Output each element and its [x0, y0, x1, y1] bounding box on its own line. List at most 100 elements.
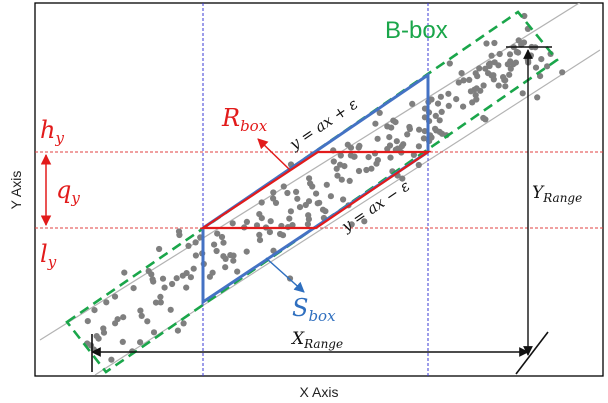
- scatter-point: [365, 154, 372, 161]
- scatter-point: [445, 102, 452, 109]
- scatter-point: [190, 265, 197, 272]
- scatter-point: [346, 177, 353, 184]
- scatter-point: [506, 51, 514, 58]
- scatter-point: [214, 230, 221, 237]
- scatter-point: [559, 69, 566, 76]
- scatter-point: [319, 206, 327, 213]
- scatter-point: [350, 153, 358, 160]
- scatter-point: [144, 318, 151, 325]
- scatter-point: [314, 200, 321, 207]
- scatter-point: [373, 160, 380, 167]
- scatter-point: [544, 63, 551, 70]
- scatter-point: [432, 125, 439, 132]
- scatter-point: [472, 70, 479, 77]
- scatter-point: [121, 269, 128, 276]
- upper-diagonal-line: [39, 3, 581, 341]
- scatter-point: [334, 172, 341, 179]
- scatter-point: [460, 103, 467, 110]
- rbox-label: Rbox: [221, 104, 268, 135]
- scatter-point: [157, 299, 164, 306]
- scatter-point: [384, 123, 391, 130]
- scatter-point: [305, 212, 312, 219]
- scatter-point: [180, 320, 187, 327]
- scatter-point: [436, 117, 443, 124]
- scatter-point: [432, 112, 439, 119]
- scatter-point: [376, 109, 383, 116]
- scatter-point: [179, 272, 186, 279]
- scatter-point: [337, 152, 344, 159]
- scatter-point: [438, 108, 445, 115]
- scatter-point: [213, 247, 220, 255]
- scatter-point: [473, 85, 480, 92]
- scatter-point: [483, 40, 490, 47]
- scatter-point: [270, 195, 277, 202]
- scatter-point: [280, 183, 287, 190]
- scatter-point: [445, 90, 452, 97]
- scatter-point: [294, 195, 301, 202]
- scatter-point: [243, 248, 250, 255]
- scatter-point: [386, 134, 393, 141]
- b-box: [65, 10, 559, 374]
- y-axis-title: Y Axis: [8, 171, 24, 210]
- scatter-point: [307, 180, 314, 187]
- scatter-point: [340, 196, 347, 203]
- scatter-point: [363, 166, 370, 174]
- hy-label: hy: [40, 116, 64, 147]
- scatter-point: [137, 307, 144, 314]
- scatter-point: [480, 114, 487, 122]
- r-box: [199, 150, 432, 230]
- scatter-point: [466, 76, 473, 83]
- scatter-point: [521, 12, 528, 20]
- lower-diagonal-line: [94, 49, 601, 376]
- scatter-point: [112, 320, 119, 327]
- scatter-point: [256, 231, 263, 238]
- scatter-point: [234, 268, 241, 275]
- scatter-point: [192, 239, 199, 246]
- scatter-point: [103, 299, 110, 306]
- scatter-point: [296, 204, 304, 211]
- scatter-point: [187, 274, 194, 281]
- scatter-point: [230, 252, 237, 259]
- scatter-point: [91, 307, 98, 314]
- qy-label: qy: [56, 176, 80, 207]
- scatter-point: [415, 143, 422, 150]
- scatter-point: [159, 275, 167, 282]
- scatter-point: [519, 90, 526, 97]
- scatter-point: [534, 94, 541, 101]
- scatter-point: [421, 114, 428, 121]
- scatter-point: [279, 232, 287, 239]
- scatter-point: [218, 233, 226, 241]
- scatter-point: [157, 293, 164, 300]
- scatter-point: [313, 190, 320, 197]
- scatter-point: [176, 231, 183, 239]
- scatter-point: [469, 99, 476, 106]
- scatter-point: [399, 175, 406, 182]
- scatter-point: [333, 165, 340, 172]
- scatter-point: [480, 82, 487, 89]
- scatter-point: [502, 77, 509, 84]
- scatter-point: [458, 70, 465, 77]
- scatter-point: [192, 252, 199, 259]
- scatter-point: [495, 62, 502, 69]
- scatter-point: [84, 318, 91, 325]
- scatter-point: [119, 338, 126, 345]
- scatter-point: [387, 154, 394, 161]
- scatter-point: [256, 211, 263, 218]
- scatter-point: [152, 299, 160, 306]
- scatter-point: [130, 285, 137, 292]
- scatter-point: [495, 82, 502, 89]
- scatter-point: [453, 96, 460, 103]
- scatter-point: [209, 269, 216, 276]
- scatter-point: [513, 48, 520, 56]
- scatter-point: [150, 329, 158, 336]
- scatter-point: [93, 333, 100, 340]
- scatter-point: [488, 52, 495, 59]
- scatter-point: [532, 64, 540, 71]
- scatter-point: [108, 356, 115, 363]
- scatter-point: [111, 293, 119, 300]
- scatter-point: [502, 83, 509, 90]
- x-range-label: XRange: [290, 329, 343, 351]
- scatter-point: [327, 193, 334, 200]
- scatter-point: [337, 161, 344, 168]
- scatter-point: [243, 218, 250, 225]
